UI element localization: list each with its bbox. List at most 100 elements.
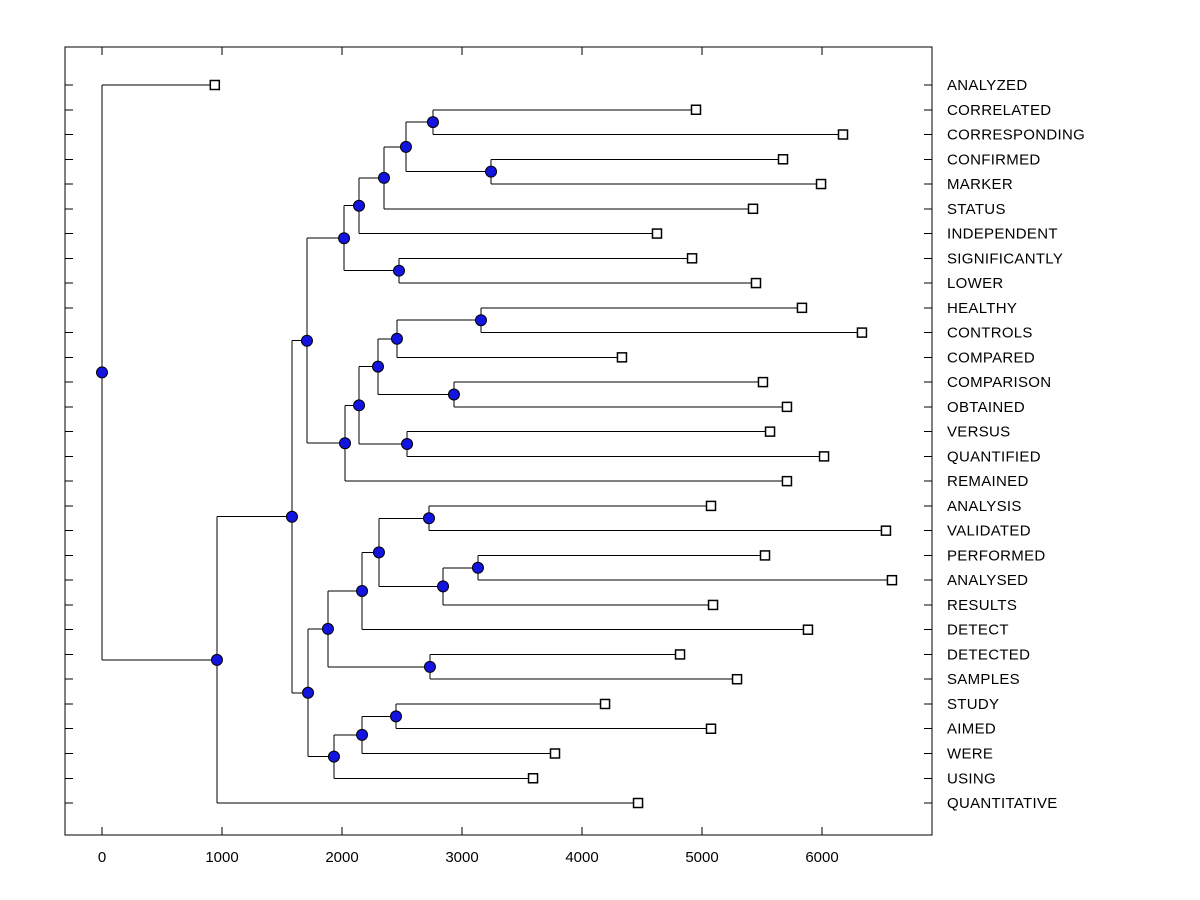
leaf-label: VALIDATED	[947, 523, 1031, 540]
leaf-label: SAMPLES	[947, 671, 1020, 688]
internal-node-marker	[353, 399, 366, 412]
leaf-marker	[880, 525, 892, 536]
internal-node-marker	[471, 561, 484, 574]
leaf-marker	[750, 277, 762, 289]
leaf-marker	[731, 673, 743, 685]
internal-node-marker	[423, 660, 436, 673]
x-axis-tick-label: 5000	[685, 849, 718, 866]
leaf-label: CORRESPONDING	[947, 127, 1085, 144]
internal-node-marker	[447, 388, 460, 401]
internal-node-marker	[285, 510, 298, 523]
internal-node-marker	[390, 332, 403, 345]
leaf-marker	[527, 773, 539, 784]
leaf-label: DETECTED	[947, 646, 1030, 663]
leaf-label: USING	[947, 770, 996, 787]
internal-node-marker	[300, 334, 313, 347]
leaf-label: WERE	[947, 745, 993, 762]
leaf-label: INDEPENDENT	[947, 226, 1058, 243]
leaf-marker	[599, 698, 611, 710]
leaf-marker	[674, 649, 686, 660]
tree-markers	[96, 79, 898, 809]
internal-node-marker	[372, 546, 385, 559]
x-axis-tick-label: 6000	[805, 849, 838, 866]
leaf-label: HEALTHY	[947, 300, 1017, 317]
leaf-marker	[802, 624, 814, 635]
internal-node-marker	[96, 366, 108, 379]
internal-node-marker	[356, 728, 369, 741]
x-axis-tick-label: 0	[98, 849, 106, 866]
internal-node-marker	[485, 165, 498, 178]
leaf-label: CONFIRMED	[947, 151, 1041, 168]
internal-node-marker	[426, 116, 439, 129]
internal-node-marker	[393, 264, 405, 277]
internal-node-marker	[378, 171, 390, 184]
leaf-label: ANALYSIS	[947, 498, 1022, 515]
leaf-label: COMPARISON	[947, 374, 1051, 391]
internal-node-marker	[474, 314, 487, 327]
leaf-label: SIGNIFICANTLY	[947, 250, 1063, 267]
leaf-label: ANALYSED	[947, 572, 1028, 589]
leaf-label: STATUS	[947, 201, 1006, 218]
internal-node-marker	[338, 232, 351, 245]
leaf-label: REMAINED	[947, 473, 1029, 490]
axes-frame	[64, 46, 933, 836]
internal-node-marker	[372, 360, 384, 373]
leaf-marker	[757, 376, 769, 388]
internal-node-marker	[399, 140, 412, 153]
leaf-label: STUDY	[947, 696, 999, 713]
leaf-marker	[705, 723, 717, 734]
internal-node-marker	[356, 585, 369, 598]
leaf-marker	[815, 178, 827, 190]
x-axis-tick-label: 4000	[565, 849, 598, 866]
internal-node-marker	[437, 580, 450, 593]
leaf-label: AIMED	[947, 721, 996, 738]
leaf-marker	[781, 475, 793, 487]
internal-node-marker	[353, 199, 366, 212]
leaf-label: CONTROLS	[947, 325, 1033, 342]
leaf-label: OBTAINED	[947, 399, 1025, 416]
x-axis-tick-label: 1000	[205, 849, 238, 866]
leaf-marker	[549, 748, 561, 759]
leaf-label: QUANTITATIVE	[947, 795, 1058, 812]
leaf-marker	[686, 253, 698, 264]
internal-node-marker	[423, 512, 435, 525]
leaf-label: RESULTS	[947, 597, 1017, 614]
leaf-label: MARKER	[947, 176, 1013, 193]
internal-node-marker	[390, 710, 402, 723]
leaf-marker	[818, 451, 830, 462]
leaf-label: ANALYZED	[947, 77, 1027, 94]
leaf-marker	[837, 129, 849, 140]
leaf-marker	[747, 203, 759, 215]
leaf-marker	[707, 599, 719, 611]
leaf-label: PERFORMED	[947, 547, 1046, 564]
internal-node-marker	[210, 653, 223, 666]
leaf-label: DETECT	[947, 622, 1009, 639]
labels: 0 1000 2000 3000 4000 5000 6000 ANALYZED CORRELA…	[98, 77, 1085, 866]
leaf-marker	[886, 574, 898, 586]
internal-node-marker	[302, 686, 315, 699]
leaf-marker	[781, 401, 793, 413]
x-axis-tick-label: 3000	[445, 849, 478, 866]
internal-node-marker	[339, 437, 351, 450]
leaf-label: LOWER	[947, 275, 1004, 292]
internal-node-marker	[401, 438, 414, 451]
leaf-label: CORRELATED	[947, 102, 1051, 119]
leaf-marker	[690, 104, 702, 116]
plot-border	[64, 46, 933, 836]
leaf-label: VERSUS	[947, 424, 1011, 441]
leaf-marker	[209, 79, 221, 91]
leaf-marker	[651, 228, 663, 239]
internal-node-marker	[327, 750, 340, 763]
leaf-marker	[632, 797, 644, 809]
x-axis-tick-label: 2000	[325, 849, 358, 866]
leaf-label: QUANTIFIED	[947, 448, 1041, 465]
leaf-marker	[856, 327, 868, 338]
leaf-marker	[796, 302, 808, 314]
leaf-marker	[705, 500, 717, 512]
leaf-label: COMPARED	[947, 349, 1035, 366]
leaf-marker	[764, 426, 776, 437]
leaf-marker	[759, 550, 771, 561]
internal-node-marker	[321, 622, 334, 635]
